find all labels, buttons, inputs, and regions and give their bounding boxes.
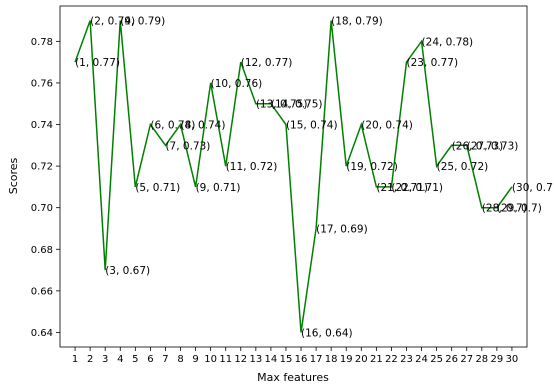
data-label: (1, 0.77) [75,57,120,69]
x-tick-label: 18 [325,354,338,365]
data-label: (5, 0.71) [135,182,180,194]
data-label: (19, 0.72) [346,161,398,173]
y-tick-label: 0.78 [31,37,53,48]
x-tick-label: 24 [415,354,428,365]
data-label: (15, 0.74) [286,120,338,132]
plot-frame [59,5,528,348]
y-axis-label: Scores [7,157,20,194]
x-tick-label: 14 [265,354,278,365]
x-tick-label: 9 [192,354,198,365]
y-tick-label: 0.76 [31,78,53,89]
x-tick-label: 16 [295,354,308,365]
data-label: (3, 0.67) [105,265,150,277]
x-axis-label: Max features [257,371,329,384]
x-tick-label: 7 [162,354,168,365]
x-tick-label: 11 [219,354,232,365]
x-tick-label: 23 [400,354,413,365]
data-label: (11, 0.72) [226,161,278,173]
x-tick-label: 25 [430,354,443,365]
data-label: (22, 0.71) [391,182,443,194]
data-label: (7, 0.73) [165,140,210,152]
x-tick-label: 28 [475,354,488,365]
x-tick-label: 1 [72,354,78,365]
data-label: (9, 0.71) [196,182,241,194]
x-tick-label: 29 [491,354,504,365]
data-label: (10, 0.76) [211,78,263,90]
x-tick-label: 2 [87,354,93,365]
x-tick-label: 30 [506,354,519,365]
data-label: (30, 0.71) [512,182,554,194]
data-label: (2, 0.79) [90,16,135,28]
x-tick-label: 10 [204,354,217,365]
x-tick-label: 20 [355,354,368,365]
x-tick-label: 3 [102,354,108,365]
data-label: (29, 0.7) [497,203,542,215]
y-tick-label: 0.66 [31,286,53,297]
data-label: (25, 0.72) [437,161,489,173]
data-label: (17, 0.69) [316,223,368,235]
x-tick-label: 15 [280,354,293,365]
data-label: (23, 0.77) [406,57,458,69]
y-tick-label: 0.72 [31,162,53,173]
x-tick-label: 17 [310,354,323,365]
x-tick-label: 8 [177,354,183,365]
data-label: (28, 0.7) [482,203,527,215]
series-line [74,20,513,333]
x-tick-label: 6 [147,354,153,365]
x-tick-label: 26 [445,354,458,365]
x-tick-label: 12 [234,354,247,365]
y-tick-label: 0.74 [31,120,53,131]
data-label: (20, 0.74) [361,120,413,132]
data-label: (4, 0.79) [120,16,165,28]
y-tick-label: 0.70 [31,203,53,214]
data-label: (24, 0.78) [422,36,474,48]
data-label: (27, 0.73) [467,140,519,152]
x-tick-label: 4 [117,354,123,365]
x-tick-label: 27 [460,354,473,365]
data-label: (21, 0.71) [376,182,428,194]
y-tick-label: 0.64 [31,328,53,339]
x-tick-label: 22 [385,354,398,365]
x-tick-label: 21 [370,354,383,365]
data-label: (18, 0.79) [331,16,383,28]
data-label: (13, 0.75) [256,99,308,111]
x-tick-label: 13 [249,354,262,365]
data-label: (6, 0.74) [150,120,195,132]
y-tick-label: 0.68 [31,245,53,256]
x-tick-label: 19 [340,354,353,365]
x-tick-label: 5 [132,354,138,365]
data-label: (8, 0.74) [181,120,226,132]
data-label: (12, 0.77) [241,57,293,69]
data-label: (26, 0.73) [452,140,504,152]
data-label: (14, 0.75) [271,99,323,111]
data-label: (16, 0.64) [301,327,353,339]
